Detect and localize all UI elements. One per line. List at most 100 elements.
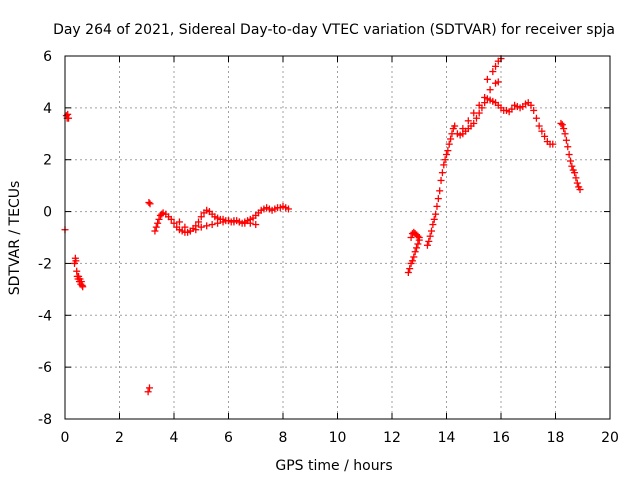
data-point — [571, 169, 579, 177]
data-point — [192, 226, 200, 234]
data-point — [429, 221, 437, 229]
data-point — [152, 223, 160, 231]
y-tick-label: 2 — [43, 153, 52, 169]
data-point — [195, 218, 203, 226]
y-tick-label: 0 — [43, 205, 52, 221]
y-tick-label: -4 — [38, 308, 52, 324]
data-point — [65, 114, 73, 122]
y-tick-label: 6 — [43, 49, 52, 65]
data-point — [494, 78, 502, 86]
data-point — [443, 151, 450, 159]
data-point — [410, 253, 418, 261]
data-point — [481, 93, 489, 101]
data-point — [451, 122, 459, 130]
data-point — [566, 157, 574, 165]
y-axis-label: SDTVAR / TECUs — [7, 181, 23, 296]
data-point — [508, 105, 516, 113]
data-point — [407, 234, 415, 241]
x-tick-label: 6 — [224, 430, 233, 446]
data-point — [425, 237, 433, 245]
data-point — [186, 227, 194, 235]
data-point — [437, 176, 445, 184]
data-point — [483, 75, 491, 83]
data-point — [564, 143, 572, 151]
data-point — [145, 384, 153, 392]
x-tick-label: 2 — [115, 430, 124, 446]
data-point — [77, 278, 85, 286]
data-point — [246, 219, 254, 227]
data-point — [181, 223, 189, 231]
data-point — [284, 205, 292, 213]
y-tick-label: -6 — [38, 360, 52, 376]
data-point — [433, 202, 441, 210]
x-tick-label: 14 — [438, 430, 456, 446]
data-point — [151, 227, 159, 235]
data-point — [572, 174, 580, 182]
data-point — [414, 232, 422, 240]
data-point — [219, 218, 227, 226]
data-point — [565, 151, 573, 159]
data-point — [441, 156, 449, 164]
data-point — [573, 179, 581, 187]
data-point — [535, 122, 543, 130]
data-point — [415, 234, 423, 241]
data-marks — [61, 55, 584, 396]
data-point — [413, 244, 421, 252]
x-tick-label: 18 — [547, 430, 565, 446]
data-point — [561, 130, 569, 138]
x-tick-label: 8 — [279, 430, 288, 446]
data-point — [530, 106, 538, 114]
data-point — [155, 215, 163, 223]
x-tick-label: 10 — [329, 430, 347, 446]
data-point — [214, 219, 222, 227]
data-point — [197, 223, 205, 231]
data-point — [440, 161, 448, 169]
data-point — [79, 283, 87, 291]
x-tick-label: 4 — [170, 430, 179, 446]
x-tick-label: 16 — [492, 430, 510, 446]
data-point — [549, 140, 557, 148]
data-point — [489, 68, 497, 76]
data-point — [408, 257, 416, 265]
data-point — [146, 200, 154, 208]
data-point — [430, 215, 438, 223]
data-point — [472, 114, 480, 122]
data-point — [72, 257, 80, 265]
data-point — [527, 101, 535, 109]
data-point — [167, 215, 175, 223]
data-point — [568, 162, 576, 170]
data-point — [423, 241, 431, 249]
chart-title: Day 264 of 2021, Sidereal Day-to-day VTE… — [53, 22, 615, 38]
data-point — [532, 114, 540, 122]
data-point — [475, 101, 483, 109]
data-point — [541, 132, 549, 140]
data-point — [438, 169, 446, 177]
data-point — [538, 127, 546, 135]
data-point — [464, 117, 472, 125]
data-point — [436, 187, 444, 195]
x-axis-label: GPS time / hours — [275, 458, 392, 474]
data-point — [434, 195, 442, 203]
data-point — [414, 240, 422, 248]
x-tick-label: 20 — [601, 430, 619, 446]
data-point — [558, 121, 566, 129]
data-point — [154, 219, 162, 227]
data-point — [145, 198, 153, 206]
data-point — [411, 248, 419, 256]
y-tick-label: -8 — [38, 412, 52, 428]
data-point — [447, 135, 455, 143]
data-point — [208, 221, 216, 229]
data-point — [557, 119, 565, 127]
data-point — [170, 219, 178, 227]
data-point — [175, 218, 183, 226]
y-tick-label: 4 — [43, 101, 52, 117]
data-point — [432, 210, 440, 218]
data-point — [426, 232, 434, 240]
data-point — [445, 140, 453, 148]
x-tick-label: 12 — [383, 430, 401, 446]
data-point — [203, 222, 211, 230]
data-point — [230, 217, 238, 225]
data-point — [252, 221, 260, 229]
data-point — [576, 186, 584, 194]
